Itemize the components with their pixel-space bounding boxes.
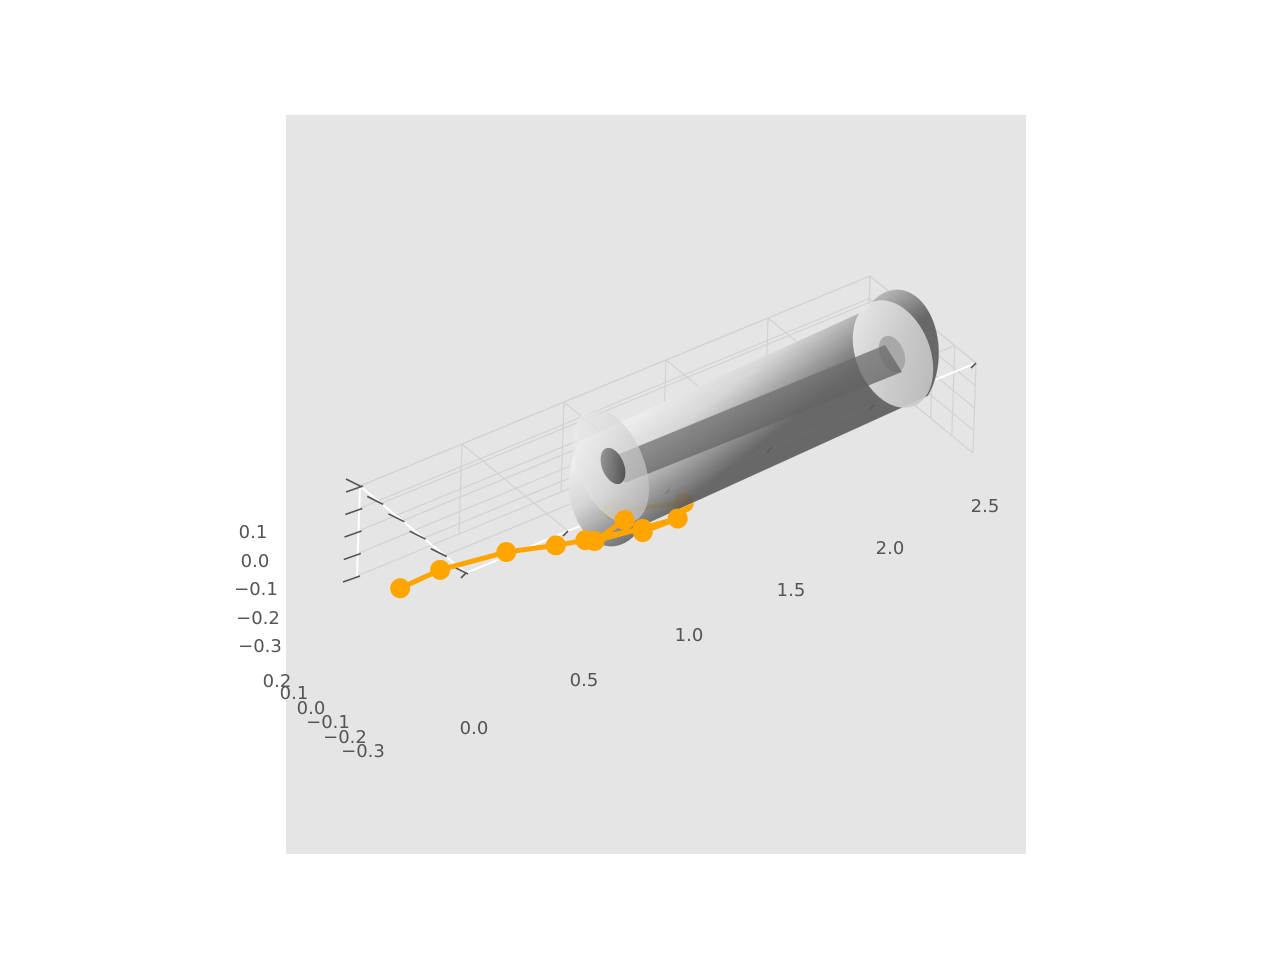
y-tick-mark <box>409 530 426 540</box>
z-tick-label: 0.1 <box>239 522 268 543</box>
x-tick-label: 0.5 <box>570 670 599 691</box>
series-point <box>584 531 605 552</box>
y-tick-label: 0.2 <box>263 671 292 692</box>
x-tick-mark <box>970 362 977 369</box>
y-tick-labels: 0.2 0.1 0.0 −0.1 −0.2 −0.3 <box>263 671 385 762</box>
z-tick-mark <box>344 530 362 538</box>
series-point <box>667 508 688 529</box>
y-tick-label: −0.3 <box>341 741 385 762</box>
series-point <box>496 542 517 563</box>
z-tick-label: 0.0 <box>241 551 270 572</box>
y-tick-mark <box>430 547 448 558</box>
y-tick-mark <box>345 478 363 488</box>
y-tick-label: −0.2 <box>323 727 367 748</box>
x-tick-label: 2.5 <box>971 496 1000 517</box>
x-tick-label: 2.0 <box>876 538 905 559</box>
cylinder-inner-bore <box>612 345 902 483</box>
z-axis-line <box>356 485 361 577</box>
z-tick-label: −0.2 <box>236 608 280 629</box>
series-point <box>632 522 653 543</box>
grid-line <box>359 297 870 510</box>
y-tick-label: 0.0 <box>297 698 326 719</box>
x-tick-mark <box>562 530 569 537</box>
x-tick-labels: 0.0 0.5 1.0 1.5 2.0 2.5 <box>460 496 1000 739</box>
z-tick-labels: 0.1 0.0 −0.1 −0.2 −0.3 <box>234 522 282 657</box>
y-tick-mark <box>388 513 405 523</box>
z-tick-label: −0.1 <box>234 579 278 600</box>
z-tick-mark <box>345 485 364 493</box>
z-tick-mark <box>343 552 362 561</box>
series-point <box>614 510 635 531</box>
y-tick-label: −0.1 <box>306 712 350 733</box>
series-point <box>545 535 566 556</box>
x-tick-mark <box>460 572 467 579</box>
grid-line <box>359 275 871 487</box>
x-tick-label: 0.0 <box>460 718 489 739</box>
y-axis-line <box>359 485 467 574</box>
hollow-cylinder <box>568 289 940 547</box>
y-tick-mark <box>366 495 384 506</box>
series-point <box>390 578 411 599</box>
z-tick-mark <box>342 575 361 583</box>
x-tick-label: 1.5 <box>777 580 806 601</box>
cylinder-inner-hole-near <box>600 447 626 485</box>
series-point <box>430 559 451 580</box>
y-tick-label: 0.1 <box>280 683 309 704</box>
series-segment <box>437 549 509 573</box>
line-front <box>390 508 688 599</box>
z-tick-label: −0.3 <box>238 636 282 657</box>
x-tick-label: 1.0 <box>675 625 704 646</box>
grid-line <box>380 292 892 504</box>
z-tick-mark <box>344 507 363 516</box>
